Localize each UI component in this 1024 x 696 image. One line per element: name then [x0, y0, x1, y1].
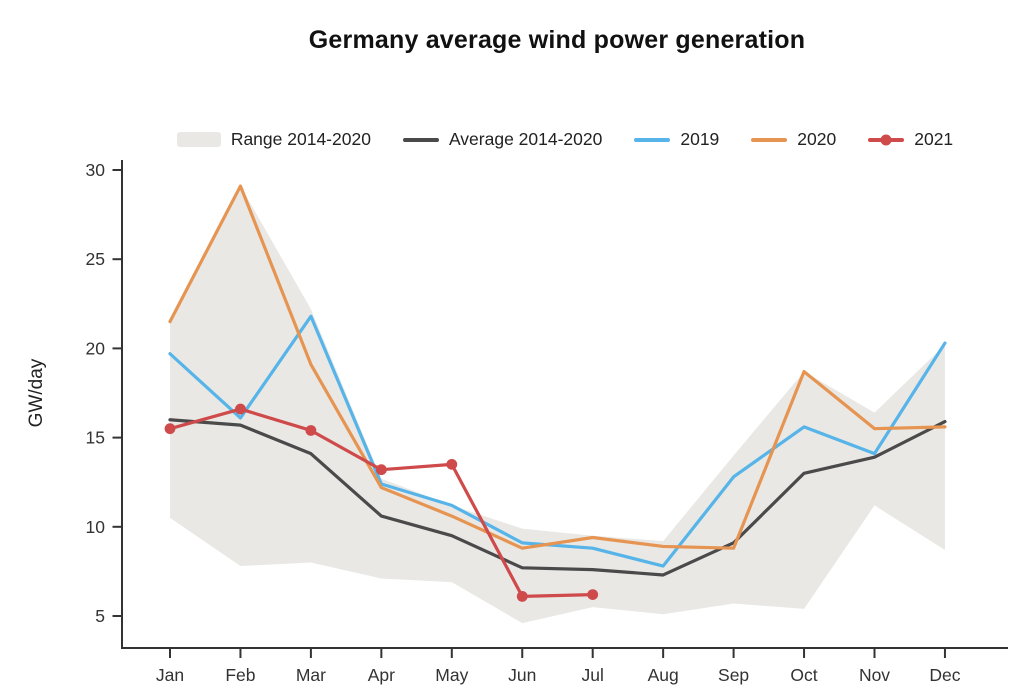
average-line-swatch	[402, 137, 439, 142]
x-tick-label: May	[435, 665, 468, 685]
line-2019-swatch	[634, 137, 671, 142]
marker-2021	[516, 590, 528, 602]
legend-label-2021: 2021	[914, 129, 954, 149]
marker-2021	[164, 423, 176, 435]
x-tick-label: Feb	[225, 665, 255, 685]
marker-2021	[375, 464, 387, 476]
legend-label-2019: 2019	[680, 129, 720, 149]
legend-item-2020: 2020	[751, 129, 836, 150]
chart-legend: Range 2014-2020 Average 2014-2020 2019 2…	[122, 129, 1008, 150]
legend-label-2020: 2020	[797, 129, 837, 149]
line-average-2014-2020	[168, 418, 947, 577]
marker-2021	[235, 403, 246, 415]
legend-item-average: Average 2014-2020	[402, 129, 603, 150]
y-tick-label: 5	[95, 606, 105, 626]
x-tick-label: Sep	[718, 665, 749, 685]
range-band-swatch	[176, 132, 221, 147]
marker-2021	[446, 458, 458, 470]
marker-dot-icon	[880, 134, 892, 145]
x-tick-label: Jun	[508, 665, 536, 685]
x-tick-label: Dec	[929, 665, 960, 685]
line-2020-swatch	[751, 137, 788, 142]
y-tick-label: 30	[86, 160, 106, 180]
y-tick-label: 15	[86, 428, 105, 448]
marker-2021	[587, 589, 599, 600]
range-band	[170, 186, 945, 624]
x-tick-label: Oct	[790, 665, 817, 685]
x-tick-label: Jul	[582, 665, 604, 685]
x-tick-label: Apr	[368, 665, 395, 685]
marker-2021	[305, 425, 317, 436]
line-2021-swatch	[868, 134, 905, 145]
legend-item-range: Range 2014-2020	[176, 129, 371, 150]
y-tick-label: 10	[86, 517, 106, 537]
y-tick-label: 25	[86, 249, 105, 269]
legend-label-average: Average 2014-2020	[448, 129, 603, 149]
x-tick-label: Jan	[156, 665, 184, 685]
legend-item-2021: 2021	[868, 129, 953, 150]
line-2020	[168, 184, 947, 550]
chart-title: Germany average wind power generation	[308, 26, 806, 54]
legend-item-2019: 2019	[634, 129, 719, 150]
y-tick-label: 20	[86, 338, 106, 358]
legend-label-range: Range 2014-2020	[230, 129, 371, 149]
x-tick-label: Nov	[859, 665, 890, 685]
x-tick-label: Mar	[296, 665, 326, 685]
x-tick-label: Aug	[648, 665, 679, 685]
